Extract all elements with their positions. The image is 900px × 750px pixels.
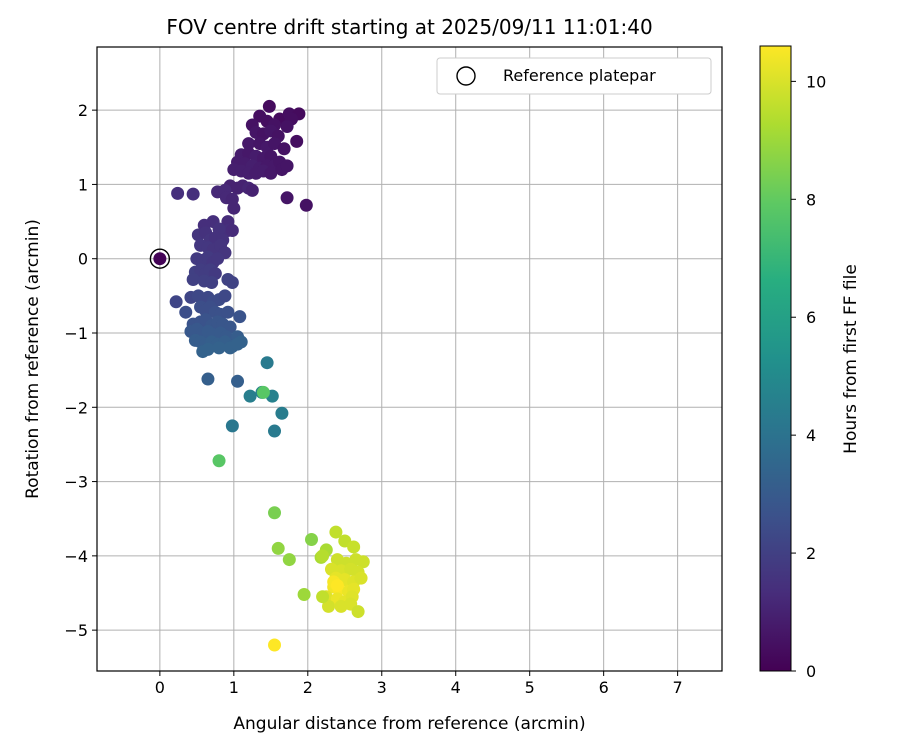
data-point bbox=[211, 252, 225, 266]
data-point bbox=[225, 223, 239, 237]
data-point bbox=[275, 406, 289, 420]
data-point bbox=[201, 342, 215, 356]
colorbar-tick-label: 2 bbox=[806, 544, 816, 563]
data-point bbox=[268, 638, 282, 652]
grid-lines bbox=[97, 47, 722, 671]
colorbar-tick-label: 8 bbox=[806, 190, 816, 209]
y-tick-label: −4 bbox=[64, 547, 88, 566]
x-axis-label: Angular distance from reference (arcmin) bbox=[233, 714, 585, 734]
y-axis-label: Rotation from reference (arcmin) bbox=[23, 219, 43, 499]
data-point bbox=[282, 553, 296, 567]
legend-label: Reference platepar bbox=[503, 66, 656, 85]
reference-platepar-marker bbox=[149, 248, 171, 269]
data-point bbox=[201, 372, 215, 386]
data-point bbox=[316, 549, 330, 563]
x-tick-label: 1 bbox=[229, 678, 239, 697]
y-tick-label: −2 bbox=[64, 398, 88, 417]
data-point bbox=[171, 186, 185, 200]
data-point bbox=[245, 183, 259, 197]
data-point bbox=[212, 454, 226, 468]
colorbar-ticks: 0 2 4 6 8 10 bbox=[791, 72, 826, 681]
colorbar-tick-label: 10 bbox=[806, 72, 826, 91]
data-point bbox=[221, 305, 235, 319]
data-point bbox=[354, 571, 368, 585]
data-point bbox=[268, 424, 282, 438]
reference-marker bbox=[149, 248, 171, 269]
data-point bbox=[280, 159, 294, 173]
data-point bbox=[233, 310, 247, 324]
data-point bbox=[260, 356, 274, 370]
colorbar: 0 2 4 6 8 10 Hours from first FF file bbox=[759, 45, 861, 681]
x-axis-ticks: 0 1 2 3 4 5 6 7 bbox=[155, 671, 683, 697]
y-tick-label: 1 bbox=[78, 175, 88, 194]
x-tick-label: 5 bbox=[525, 678, 535, 697]
data-point bbox=[256, 385, 270, 399]
data-point bbox=[242, 137, 256, 151]
data-point bbox=[268, 137, 282, 151]
data-point bbox=[330, 579, 344, 593]
colorbar-label: Hours from first FF file bbox=[841, 264, 861, 454]
data-point bbox=[153, 252, 167, 266]
data-point bbox=[212, 341, 226, 355]
data-point bbox=[280, 191, 294, 205]
data-point bbox=[205, 275, 219, 289]
data-point bbox=[225, 275, 239, 289]
data-point bbox=[271, 541, 285, 555]
data-points bbox=[153, 99, 370, 652]
data-point bbox=[280, 119, 294, 133]
chart-title: FOV centre drift starting at 2025/09/11 … bbox=[166, 15, 652, 39]
data-point bbox=[299, 198, 313, 212]
data-point bbox=[218, 289, 232, 303]
y-tick-label: 0 bbox=[78, 250, 88, 269]
y-tick-label: −1 bbox=[64, 324, 88, 343]
data-point bbox=[179, 305, 193, 319]
data-point bbox=[297, 587, 311, 601]
x-tick-label: 2 bbox=[303, 678, 313, 697]
legend: Reference platepar bbox=[436, 57, 712, 95]
colorbar-tick-label: 4 bbox=[806, 426, 816, 445]
data-point bbox=[316, 590, 330, 604]
x-tick-label: 3 bbox=[377, 678, 387, 697]
x-tick-label: 4 bbox=[451, 678, 461, 697]
data-point bbox=[264, 166, 278, 180]
data-point bbox=[351, 605, 365, 619]
data-point bbox=[356, 555, 370, 569]
data-point bbox=[304, 533, 318, 547]
data-point bbox=[347, 540, 361, 554]
y-tick-label: −3 bbox=[64, 473, 88, 492]
colorbar-gradient bbox=[759, 45, 792, 672]
data-point bbox=[227, 201, 241, 215]
colorbar-tick-label: 0 bbox=[806, 662, 816, 681]
data-point bbox=[243, 389, 257, 403]
y-axis-ticks: −5 −4 −3 −2 −1 0 1 2 bbox=[64, 101, 97, 640]
legend-box bbox=[436, 57, 712, 95]
data-point bbox=[268, 506, 282, 520]
x-tick-label: 0 bbox=[155, 678, 165, 697]
data-point bbox=[277, 142, 291, 156]
plot-frame bbox=[96, 46, 723, 672]
data-point bbox=[231, 374, 245, 388]
x-tick-label: 6 bbox=[599, 678, 609, 697]
legend-circle-icon bbox=[456, 66, 476, 86]
colorbar-tick-label: 6 bbox=[806, 308, 816, 327]
y-tick-label: −5 bbox=[64, 621, 88, 640]
data-point bbox=[169, 295, 183, 309]
data-point bbox=[290, 134, 304, 148]
data-point bbox=[329, 525, 343, 539]
data-point bbox=[225, 419, 239, 433]
data-point bbox=[322, 599, 336, 613]
data-point bbox=[186, 187, 200, 201]
data-point bbox=[262, 99, 276, 113]
data-point bbox=[186, 273, 200, 287]
x-tick-label: 7 bbox=[673, 678, 683, 697]
y-tick-label: 2 bbox=[78, 101, 88, 120]
data-point bbox=[231, 337, 245, 351]
